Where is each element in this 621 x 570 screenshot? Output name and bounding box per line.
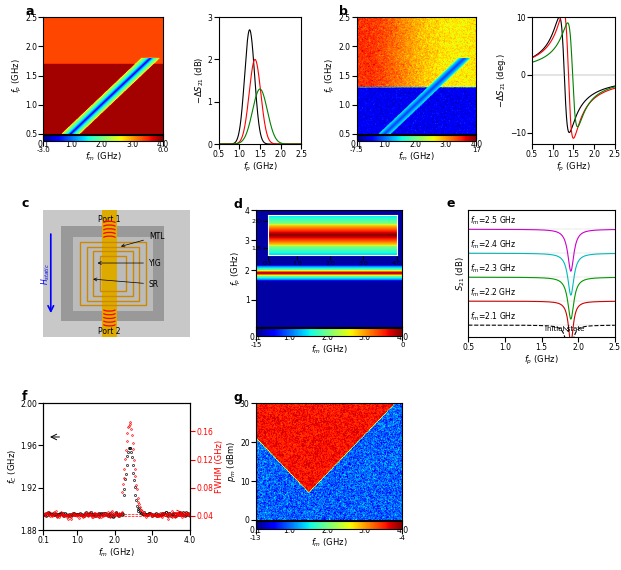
- Bar: [73, 237, 153, 311]
- Text: Initial state: Initial state: [545, 326, 584, 332]
- X-axis label: $f_p$ (GHz): $f_p$ (GHz): [556, 161, 591, 174]
- Text: $H_{static}$: $H_{static}$: [39, 262, 52, 285]
- Text: MTL: MTL: [122, 232, 165, 247]
- Text: $f_m$=2.1 GHz: $f_m$=2.1 GHz: [471, 310, 517, 323]
- Bar: [102, 210, 117, 337]
- Bar: [102, 237, 117, 311]
- X-axis label: $f_m$ (GHz): $f_m$ (GHz): [99, 547, 135, 559]
- X-axis label: $f_m$ (GHz): $f_m$ (GHz): [311, 536, 347, 549]
- Text: Port 2: Port 2: [98, 327, 120, 336]
- Bar: [61, 226, 163, 321]
- Text: $f_m$=2.3 GHz: $f_m$=2.3 GHz: [471, 262, 517, 275]
- Text: f: f: [22, 390, 27, 404]
- Text: $f_m$=2.4 GHz: $f_m$=2.4 GHz: [471, 238, 517, 251]
- Y-axis label: $p_m$ (dBm): $p_m$ (dBm): [225, 441, 238, 482]
- Y-axis label: $f_p$ (GHz): $f_p$ (GHz): [324, 58, 337, 93]
- Text: d: d: [234, 198, 243, 211]
- Text: g: g: [234, 392, 243, 405]
- Y-axis label: $f_C$ (GHz): $f_C$ (GHz): [6, 449, 19, 484]
- Text: Port 1: Port 1: [98, 215, 120, 225]
- X-axis label: $f_m$ (GHz): $f_m$ (GHz): [399, 150, 435, 163]
- Y-axis label: FWHM (GHz): FWHM (GHz): [215, 440, 224, 493]
- Text: SR: SR: [94, 278, 159, 288]
- X-axis label: $f_m$ (GHz): $f_m$ (GHz): [85, 150, 122, 163]
- Y-axis label: $-\Delta S_{21}$ (deg.): $-\Delta S_{21}$ (deg.): [496, 53, 509, 108]
- Text: YIG: YIG: [98, 259, 161, 267]
- Text: e: e: [446, 197, 455, 210]
- Text: b: b: [339, 6, 348, 18]
- Text: $f_m$=2.5 GHz: $f_m$=2.5 GHz: [471, 214, 517, 227]
- X-axis label: $f_p$ (GHz): $f_p$ (GHz): [243, 161, 277, 174]
- Text: $f_m$=2.2 GHz: $f_m$=2.2 GHz: [471, 286, 517, 299]
- Text: c: c: [22, 197, 29, 210]
- Y-axis label: $-\Delta S_{21}$ (dB): $-\Delta S_{21}$ (dB): [194, 57, 206, 104]
- Bar: [87, 247, 140, 300]
- Bar: [80, 242, 146, 306]
- X-axis label: $f_m$ (GHz): $f_m$ (GHz): [311, 344, 347, 356]
- Y-axis label: $f_p$ (GHz): $f_p$ (GHz): [230, 251, 243, 286]
- Text: a: a: [25, 6, 34, 18]
- Bar: [100, 256, 126, 291]
- Y-axis label: $f_p$ (GHz): $f_p$ (GHz): [11, 58, 24, 93]
- X-axis label: $f_p$ (GHz): $f_p$ (GHz): [524, 354, 559, 367]
- Y-axis label: $S_{21}$ (dB): $S_{21}$ (dB): [455, 256, 467, 291]
- Bar: [93, 251, 133, 296]
